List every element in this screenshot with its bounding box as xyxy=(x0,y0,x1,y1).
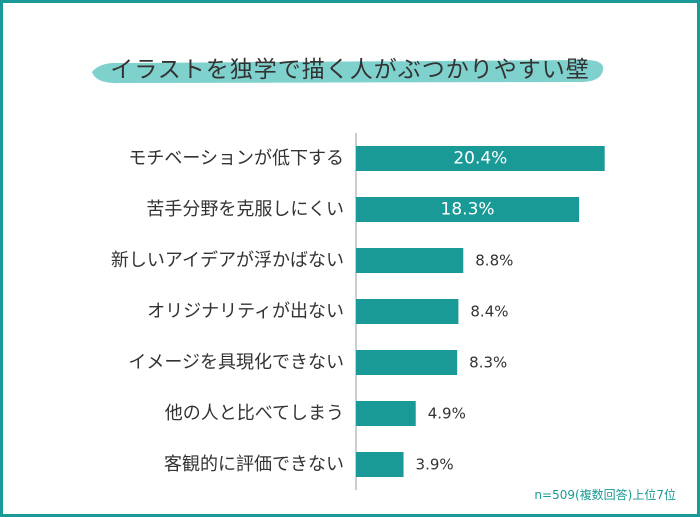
category-label: 客観的に評価できない xyxy=(164,454,344,475)
value-label: 18.3% xyxy=(441,200,495,220)
category-label: 他の人と比べてしまう xyxy=(165,403,344,424)
bar xyxy=(356,197,580,222)
title-ribbon xyxy=(92,60,604,84)
category-label: オリジナリティが出ない xyxy=(147,301,344,322)
bar xyxy=(356,299,459,324)
value-label: 3.9% xyxy=(416,456,454,474)
value-label: 8.3% xyxy=(469,354,507,372)
category-label: 苦手分野を克服しにくい xyxy=(146,199,344,220)
category-label: 新しいアイデアが浮かばない xyxy=(111,250,344,271)
bar xyxy=(356,452,404,477)
value-label: 8.8% xyxy=(475,252,513,270)
title-area: イラストを独学で描く人がぶつかりやすい壁 xyxy=(0,38,700,98)
bar xyxy=(356,350,458,375)
bar xyxy=(356,146,605,171)
value-label: 20.4% xyxy=(453,149,507,169)
chart-title: イラストを独学で描く人がぶつかりやすい壁 xyxy=(110,57,590,83)
category-label: イメージを具現化できない xyxy=(128,352,344,373)
bar xyxy=(356,248,464,273)
bar xyxy=(356,401,416,426)
value-label: 8.4% xyxy=(470,303,508,321)
value-label: 4.9% xyxy=(428,405,466,423)
title-ribbon-shape xyxy=(92,60,604,84)
sample-size-note: n=509(複数回答)上位7位 xyxy=(534,488,676,502)
category-label: モチベーションが低下する xyxy=(128,148,344,169)
